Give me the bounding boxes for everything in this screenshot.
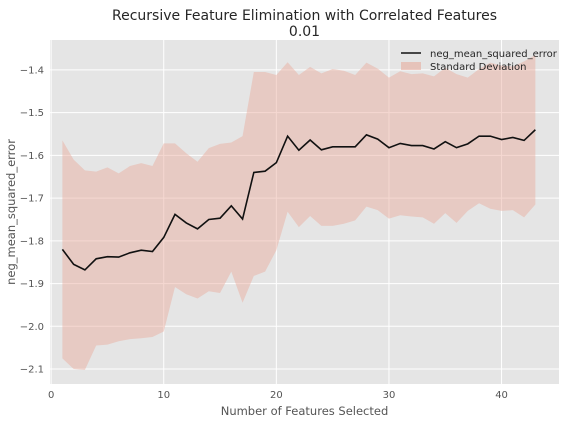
legend-entry-band: Standard Deviation	[430, 62, 527, 73]
y-tick-label: −1.4	[20, 65, 44, 76]
y-tick-label: −1.6	[20, 151, 44, 162]
grid	[50, 40, 559, 384]
legend: neg_mean_squared_error Standard Deviatio…	[401, 49, 558, 73]
y-tick-label: −1.7	[20, 194, 44, 205]
std-band	[62, 54, 536, 370]
legend-band-swatch	[401, 62, 421, 70]
x-tick-label: 0	[48, 390, 54, 401]
x-tick-label: 20	[270, 390, 283, 401]
y-tick-label: −1.9	[20, 279, 44, 290]
x-axis-label: Number of Features Selected	[221, 404, 389, 418]
x-tick-label: 40	[495, 390, 508, 401]
chart-subtitle: 0.01	[289, 24, 320, 40]
y-tick-label: −2.1	[20, 365, 44, 376]
y-tick-label: −2.0	[20, 322, 44, 333]
axis-ticks: 0 10 20 30 40 −2.1 −2.0 −1.9 −1.8 −1.7 −1.6 −1.5 −1.…	[20, 65, 508, 401]
chart-title: Recursive Feature Elimination with Corre…	[112, 8, 497, 24]
y-tick-label: −1.8	[20, 236, 44, 247]
mean-score-line	[61, 129, 536, 271]
y-tick-label: −1.5	[20, 108, 44, 119]
x-tick-label: 30	[383, 390, 396, 401]
legend-entry-series: neg_mean_squared_error	[430, 49, 558, 60]
x-tick-label: 10	[157, 390, 170, 401]
y-axis-label: neg_mean_squared_error	[4, 139, 18, 285]
